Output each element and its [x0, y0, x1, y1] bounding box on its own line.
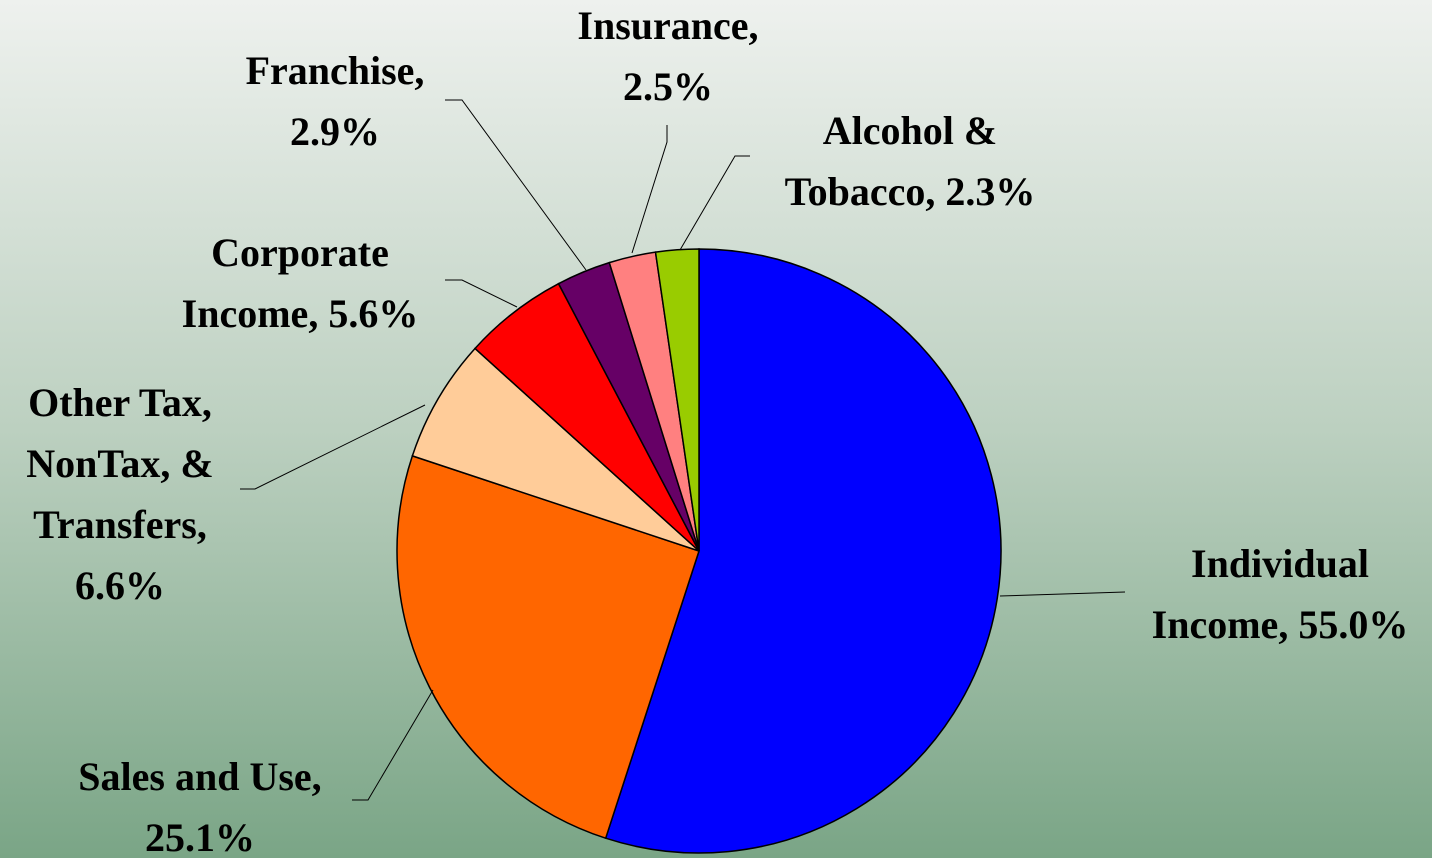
leader-line	[679, 155, 750, 251]
pie-slice	[604, 248, 1002, 854]
data-label: Sales and Use, 25.1%	[78, 754, 321, 858]
leader-line	[631, 125, 668, 254]
leader-line	[445, 99, 587, 271]
pie-slice	[654, 248, 700, 552]
data-label: Insurance, 2.5%	[577, 3, 758, 109]
leader-line	[445, 279, 518, 308]
data-label: Alcohol & Tobacco, 2.3%	[785, 108, 1036, 214]
data-label: Franchise, 2.9%	[246, 48, 425, 154]
pie-slice	[411, 347, 700, 552]
pie-slice	[396, 454, 700, 840]
leader-line	[240, 404, 426, 490]
data-label: Corporate Income, 5.6%	[182, 230, 419, 336]
data-label: Other Tax, NonTax, & Transfers, 6.6%	[26, 380, 213, 608]
leader-line	[999, 591, 1126, 597]
leader-line	[352, 689, 434, 801]
data-label: Individual Income, 55.0%	[1152, 541, 1409, 647]
